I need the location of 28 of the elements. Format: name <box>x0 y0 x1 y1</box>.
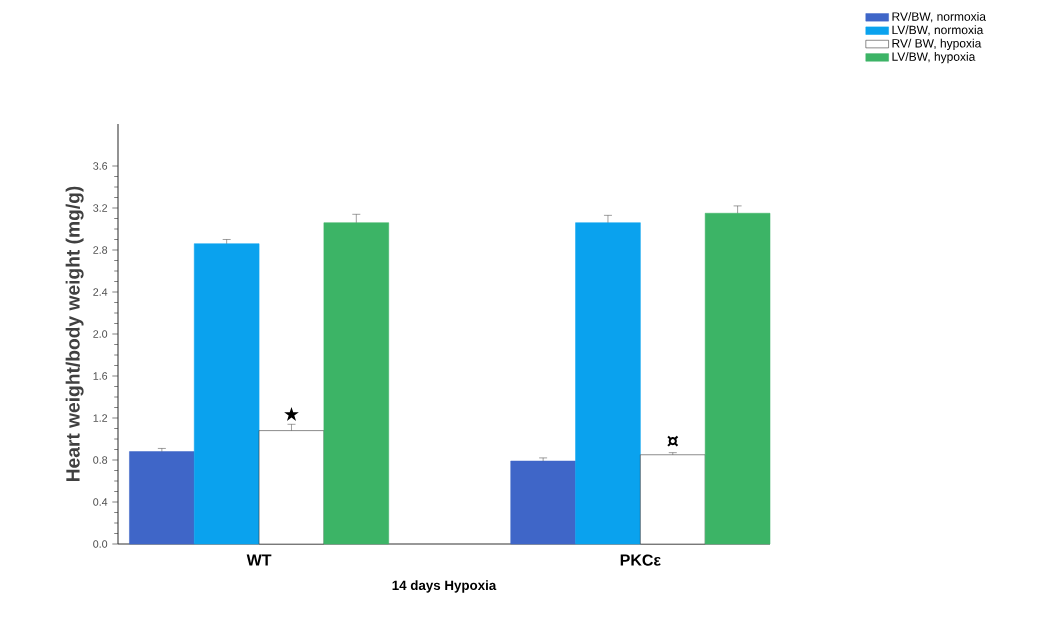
bar <box>640 454 706 545</box>
y-axis-title: Heart weight/body weight (mg/g) <box>65 186 84 481</box>
bar <box>510 460 576 545</box>
legend-label: RV/ BW, hypoxia <box>892 38 982 50</box>
y-tick-label: 3.2 <box>93 204 108 212</box>
y-tick-label: 3.6 <box>93 162 108 170</box>
x-axis-title: 14 days Hypoxia <box>392 580 497 593</box>
legend-label: LV/BW, hypoxia <box>892 52 976 64</box>
bar <box>129 451 195 545</box>
x-tick-label: PKCε <box>620 554 661 566</box>
bar <box>575 222 641 545</box>
annotation: ★ <box>284 406 299 421</box>
y-tick-label: 1.6 <box>93 372 108 380</box>
y-tick-label: 1.2 <box>93 414 108 422</box>
bar <box>704 212 771 545</box>
y-tick-label: 2.8 <box>93 246 108 254</box>
legend-label: LV/BW, normoxia <box>892 25 984 36</box>
y-tick-label: 2.0 <box>93 330 108 338</box>
x-tick-label: WT <box>246 554 272 566</box>
bar <box>258 430 325 545</box>
legend-label: RV/BW, normoxia <box>892 12 986 23</box>
bar <box>323 222 389 545</box>
y-tick-label: 2.4 <box>93 288 108 296</box>
y-tick-label: 0.0 <box>93 540 108 548</box>
annotation: ¤ <box>667 435 679 447</box>
y-tick-label: 0.4 <box>93 498 108 506</box>
y-tick-label: 0.8 <box>93 456 108 464</box>
bar <box>193 243 260 545</box>
